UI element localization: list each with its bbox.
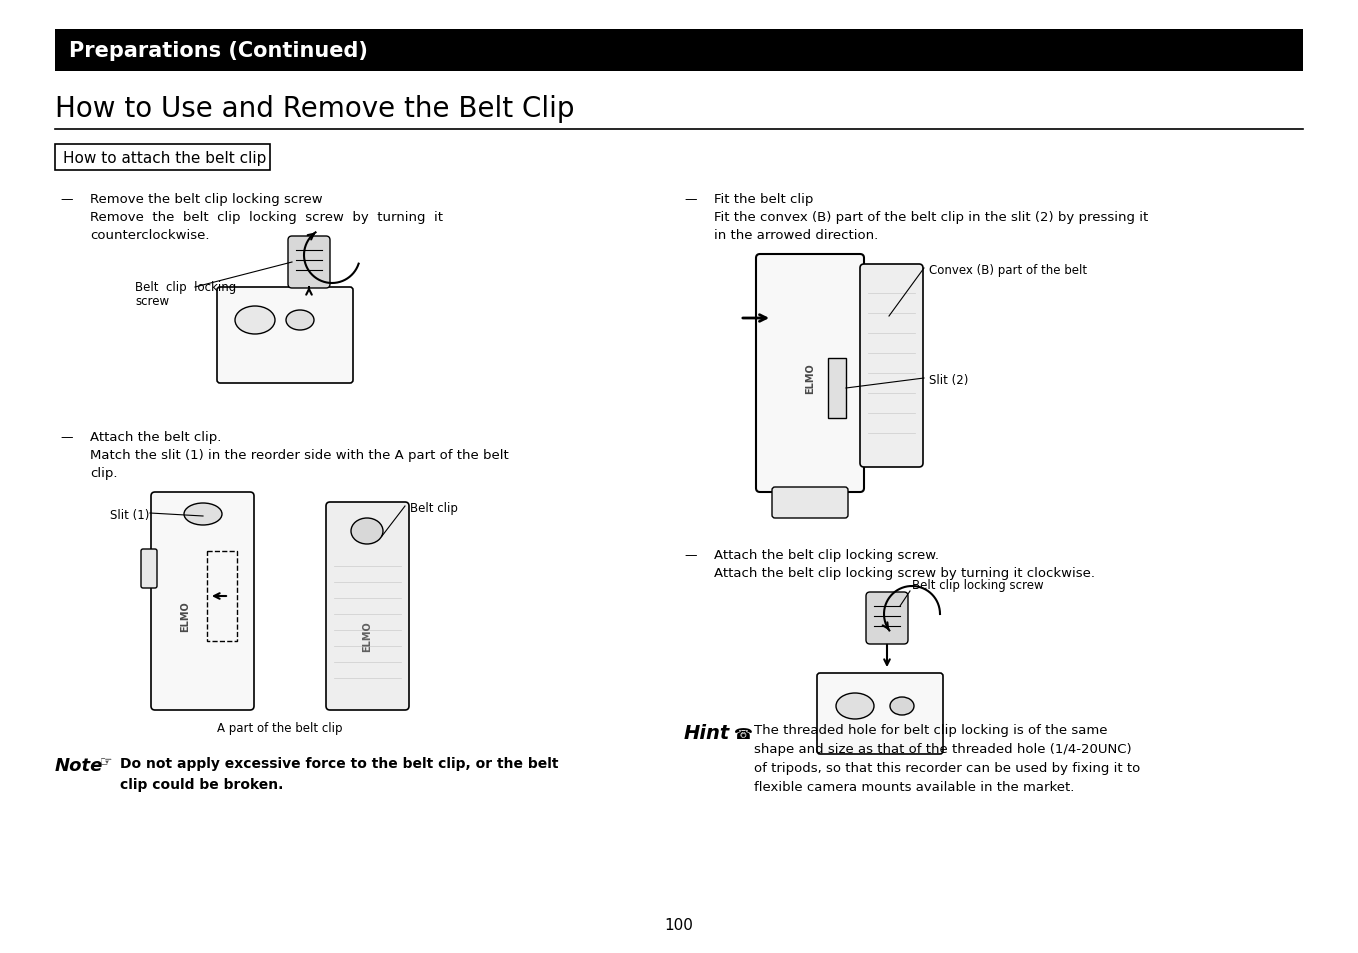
Ellipse shape [837,693,875,720]
Ellipse shape [235,307,276,335]
Text: Fit the belt clip: Fit the belt clip [714,193,813,206]
Ellipse shape [889,698,914,716]
Text: 100: 100 [664,918,694,933]
Text: ELMO: ELMO [363,621,372,652]
Text: Belt clip: Belt clip [410,501,458,515]
Text: Remove  the  belt  clip  locking  screw  by  turning  it: Remove the belt clip locking screw by tu… [90,211,443,224]
Text: clip.: clip. [90,467,118,479]
FancyBboxPatch shape [141,550,158,588]
Text: ☎: ☎ [735,726,752,741]
Bar [56,30,1302,71]
Text: Belt clip locking screw: Belt clip locking screw [913,578,1044,592]
Ellipse shape [350,518,383,544]
Text: Fit the convex (B) part of the belt clip in the slit (2) by pressing it: Fit the convex (B) part of the belt clip… [714,211,1149,224]
Text: Hint: Hint [684,723,731,742]
Ellipse shape [287,311,314,331]
Text: The threaded hole for belt clip locking is of the same
shape and size as that of: The threaded hole for belt clip locking … [754,723,1141,793]
Text: ☞: ☞ [100,753,113,767]
Text: ELMO: ELMO [181,601,190,632]
Text: Belt  clip  locking: Belt clip locking [134,281,236,294]
Text: Slit (2): Slit (2) [929,374,968,387]
Text: ELMO: ELMO [805,363,815,394]
Text: —: — [684,548,697,561]
Text: —: — [60,193,72,206]
FancyBboxPatch shape [818,673,942,754]
FancyBboxPatch shape [326,502,409,710]
Bar [56,145,270,171]
Text: Convex (B) part of the belt: Convex (B) part of the belt [929,264,1088,276]
Text: Attach the belt clip locking screw.: Attach the belt clip locking screw. [714,548,938,561]
FancyBboxPatch shape [771,488,847,518]
FancyBboxPatch shape [217,288,353,384]
Text: Attach the belt clip.: Attach the belt clip. [90,431,221,443]
Text: A part of the belt clip: A part of the belt clip [217,721,342,734]
Text: How to Use and Remove the Belt Clip: How to Use and Remove the Belt Clip [56,95,574,123]
Text: counterclockwise.: counterclockwise. [90,229,209,242]
FancyBboxPatch shape [866,593,909,644]
Bar [828,358,846,418]
Text: How to attach the belt clip: How to attach the belt clip [62,151,266,165]
FancyBboxPatch shape [860,265,923,468]
Text: —: — [684,193,697,206]
Bar [206,552,238,641]
FancyBboxPatch shape [288,236,330,289]
Text: Do not apply excessive force to the belt clip, or the belt
clip could be broken.: Do not apply excessive force to the belt… [120,757,558,791]
Text: in the arrowed direction.: in the arrowed direction. [714,229,879,242]
Text: Note: Note [56,757,103,774]
Text: Attach the belt clip locking screw by turning it clockwise.: Attach the belt clip locking screw by tu… [714,566,1095,579]
Text: Remove the belt clip locking screw: Remove the belt clip locking screw [90,193,323,206]
Text: screw: screw [134,294,170,308]
FancyBboxPatch shape [151,493,254,710]
Text: Slit (1): Slit (1) [110,509,149,521]
FancyBboxPatch shape [756,254,864,493]
Text: —: — [60,431,72,443]
Ellipse shape [183,503,221,525]
Text: Preparations (Continued): Preparations (Continued) [69,41,368,61]
Text: Match the slit (1) in the reorder side with the A part of the belt: Match the slit (1) in the reorder side w… [90,449,509,461]
